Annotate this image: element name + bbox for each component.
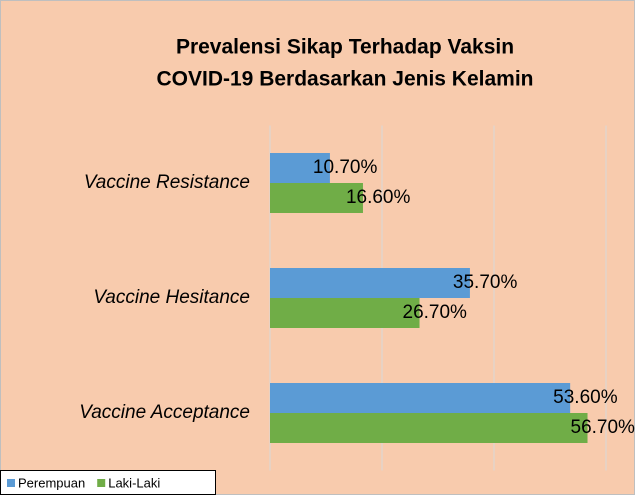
bar (270, 383, 571, 413)
data-label: 26.70% (403, 302, 468, 323)
legend-swatch (7, 479, 15, 487)
chart-title: COVID-19 Berdasarkan Jenis Kelamin (157, 68, 534, 91)
bar (270, 183, 363, 213)
data-label: 53.60% (553, 387, 618, 408)
legend-swatch (97, 479, 106, 487)
y-tick-label: Vaccine Acceptance (79, 402, 250, 423)
bar (270, 413, 588, 443)
bar (270, 268, 470, 298)
data-label: 16.60% (346, 187, 411, 208)
y-tick-label: Vaccine Resistance (84, 172, 250, 193)
bar (270, 153, 330, 183)
chart-title: Prevalensi Sikap Terhadap Vaksin (176, 36, 514, 59)
data-label: 56.70% (571, 417, 635, 438)
legend-box (0, 470, 216, 495)
data-label: 10.70% (313, 157, 378, 178)
legend-label: Perempuan (18, 475, 85, 490)
bar (270, 298, 420, 328)
legend-label: Laki-Laki (108, 475, 160, 490)
y-tick-label: Vaccine Hesitance (93, 287, 250, 308)
data-label: 35.70% (453, 272, 518, 293)
